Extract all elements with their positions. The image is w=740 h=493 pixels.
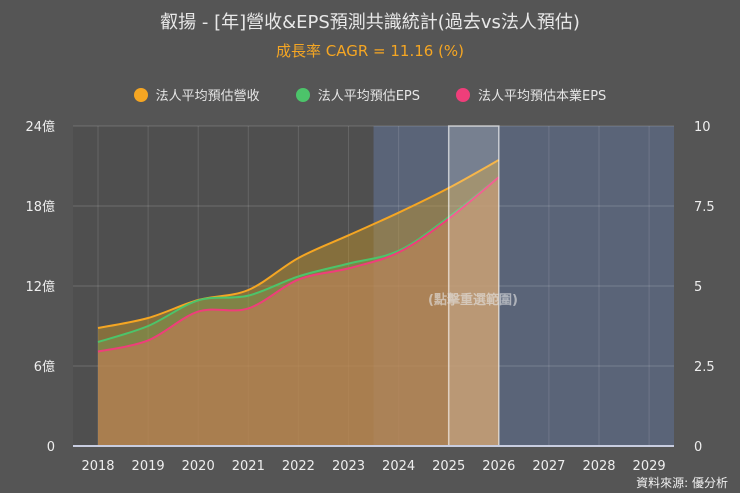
x-tick-label: 2022 [282,459,315,474]
legend-item-core-eps[interactable]: 法人平均預估本業EPS [456,85,606,104]
x-tick-label: 2020 [182,459,215,474]
x-tick-label: 2018 [81,459,114,474]
series-area-0 [98,160,499,446]
chart-title: 叡揚 - [年]營收&EPS預測共識統計(過去vs法人預估) [160,12,580,33]
series-line-0 [97,159,500,329]
legend-dot-icon [133,87,148,102]
left-tick-label: 24億 [25,119,55,135]
legend-item-revenue[interactable]: 法人平均預估營收 [133,85,260,104]
series-line-1 [97,176,500,343]
legend-label: 法人平均預估營收 [155,89,260,104]
right-tick-label: 0 [694,440,702,455]
reselect-range-annotation: (點擊重選範圍) [428,292,518,308]
left-tick-label: 6億 [34,359,55,375]
legend-dot-icon [295,87,310,102]
legend-dot-icon [456,87,470,102]
series-line-2 [97,176,500,353]
chart-subtitle: 成長率 CAGR = 11.16 (%) [275,42,465,60]
legend-label: 法人平均預估EPS [317,89,420,104]
legend-item-eps[interactable]: 法人平均預估EPS [295,85,420,104]
x-tick-label: 2023 [332,459,365,474]
x-tick-label: 2029 [633,459,666,474]
right-tick-label: 5 [694,280,702,295]
selected-range-highlight [447,125,500,447]
x-tick-label: 2021 [232,459,265,474]
forecast-region [373,126,674,446]
x-tick-label: 2027 [532,459,565,474]
x-tick-label: 2024 [382,459,415,474]
right-tick-label: 2.5 [694,360,715,375]
legend: 法人平均預估營收 法人平均預估EPS 法人平均預估本業EPS [0,85,740,104]
left-tick-label: 0 [47,440,55,455]
series-area-1 [98,177,499,446]
legend-label: 法人平均預估本業EPS [478,89,607,104]
x-tick-label: 2028 [582,459,615,474]
source-label: 資料來源: 優分析 [636,476,728,490]
x-tick-label: 2019 [132,459,165,474]
x-tick-label: 2025 [432,459,465,474]
right-tick-label: 10 [694,120,711,135]
series-area-2 [98,177,499,446]
x-tick-label: 2026 [482,459,515,474]
left-tick-label: 18億 [25,199,55,215]
right-tick-label: 7.5 [694,200,715,215]
left-tick-label: 12億 [25,279,55,295]
